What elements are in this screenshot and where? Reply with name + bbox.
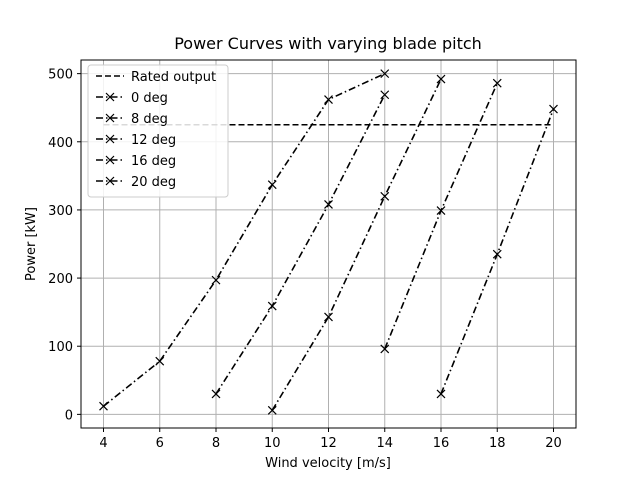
data-point-marker	[105, 134, 115, 144]
legend-label: 0 deg	[131, 91, 168, 106]
series-0-deg	[99, 69, 390, 411]
legend-label: 12 deg	[131, 133, 176, 148]
legend-label: Rated output	[131, 70, 216, 85]
data-point-marker	[380, 69, 390, 79]
series-line	[271, 78, 442, 411]
legend-box	[87, 64, 229, 198]
x-tick-label: 20	[545, 436, 562, 451]
data-point-marker	[380, 90, 390, 100]
x-axis-label: Wind velocity [m/s]	[265, 456, 391, 471]
data-point-marker	[324, 95, 333, 104]
data-point-marker	[105, 113, 115, 123]
data-point-marker	[211, 389, 221, 399]
grid-lines	[81, 60, 576, 428]
legend-entry: 8 deg	[96, 112, 168, 127]
x-tick-label: 14	[376, 436, 393, 451]
legend-entry: 20 deg	[96, 175, 176, 190]
x-tick-label: 16	[433, 436, 450, 451]
legend-entry: 12 deg	[96, 133, 176, 148]
data-point-marker	[492, 78, 502, 88]
series-8-deg	[211, 90, 390, 399]
data-point-marker	[105, 92, 115, 102]
series-12-deg	[267, 74, 446, 415]
x-tick-label: 10	[264, 436, 281, 451]
x-tick-label: 4	[99, 436, 107, 451]
data-point-marker	[267, 180, 277, 190]
data-point-marker	[492, 249, 502, 259]
y-tick-label: 200	[48, 272, 73, 287]
y-axis-ticks: 0 100 200 300 400 500	[48, 68, 81, 423]
x-tick-label: 18	[489, 436, 506, 451]
x-tick-label: 12	[320, 436, 337, 451]
legend-entry: 16 deg	[96, 154, 176, 169]
y-tick-label: 100	[48, 340, 73, 355]
y-tick-label: 500	[48, 68, 73, 83]
legend-label: 8 deg	[131, 112, 168, 127]
data-point-marker	[436, 74, 446, 84]
legend-entry: 0 deg	[96, 91, 168, 106]
data-point-marker	[549, 104, 558, 114]
data-point-marker	[99, 401, 108, 411]
legend-label: 16 deg	[131, 154, 176, 169]
series-line	[103, 72, 386, 407]
series-layer	[99, 69, 558, 415]
data-point-marker	[267, 301, 277, 311]
x-axis-ticks: 4 6 8 10 12 14 16 18 20	[99, 428, 562, 451]
y-tick-label: 0	[65, 408, 73, 423]
y-axis-label: Power [kW]	[24, 207, 39, 281]
x-tick-label: 8	[212, 436, 220, 451]
data-point-marker	[380, 344, 390, 354]
legend: Rated output 0 deg 8 deg 12 deg 16 deg 20 deg	[87, 64, 229, 198]
data-point-marker	[105, 155, 115, 165]
data-point-marker	[211, 275, 221, 285]
data-point-marker	[267, 405, 277, 415]
y-tick-label: 400	[48, 136, 73, 151]
series-16-deg	[380, 78, 502, 354]
data-point-marker	[436, 389, 446, 399]
legend-label: 20 deg	[131, 175, 176, 190]
data-point-marker	[380, 191, 390, 201]
data-point-marker	[436, 206, 446, 216]
series-20-deg	[436, 104, 558, 399]
data-point-marker	[105, 176, 115, 186]
data-point-marker	[324, 312, 333, 322]
y-tick-label: 300	[48, 204, 73, 219]
chart-title: Power Curves with varying blade pitch	[174, 34, 482, 53]
series-line	[215, 94, 386, 395]
data-point-marker	[155, 356, 165, 366]
legend-entry: Rated output	[96, 70, 216, 85]
x-tick-label: 6	[156, 436, 164, 451]
data-point-marker	[324, 200, 333, 209]
